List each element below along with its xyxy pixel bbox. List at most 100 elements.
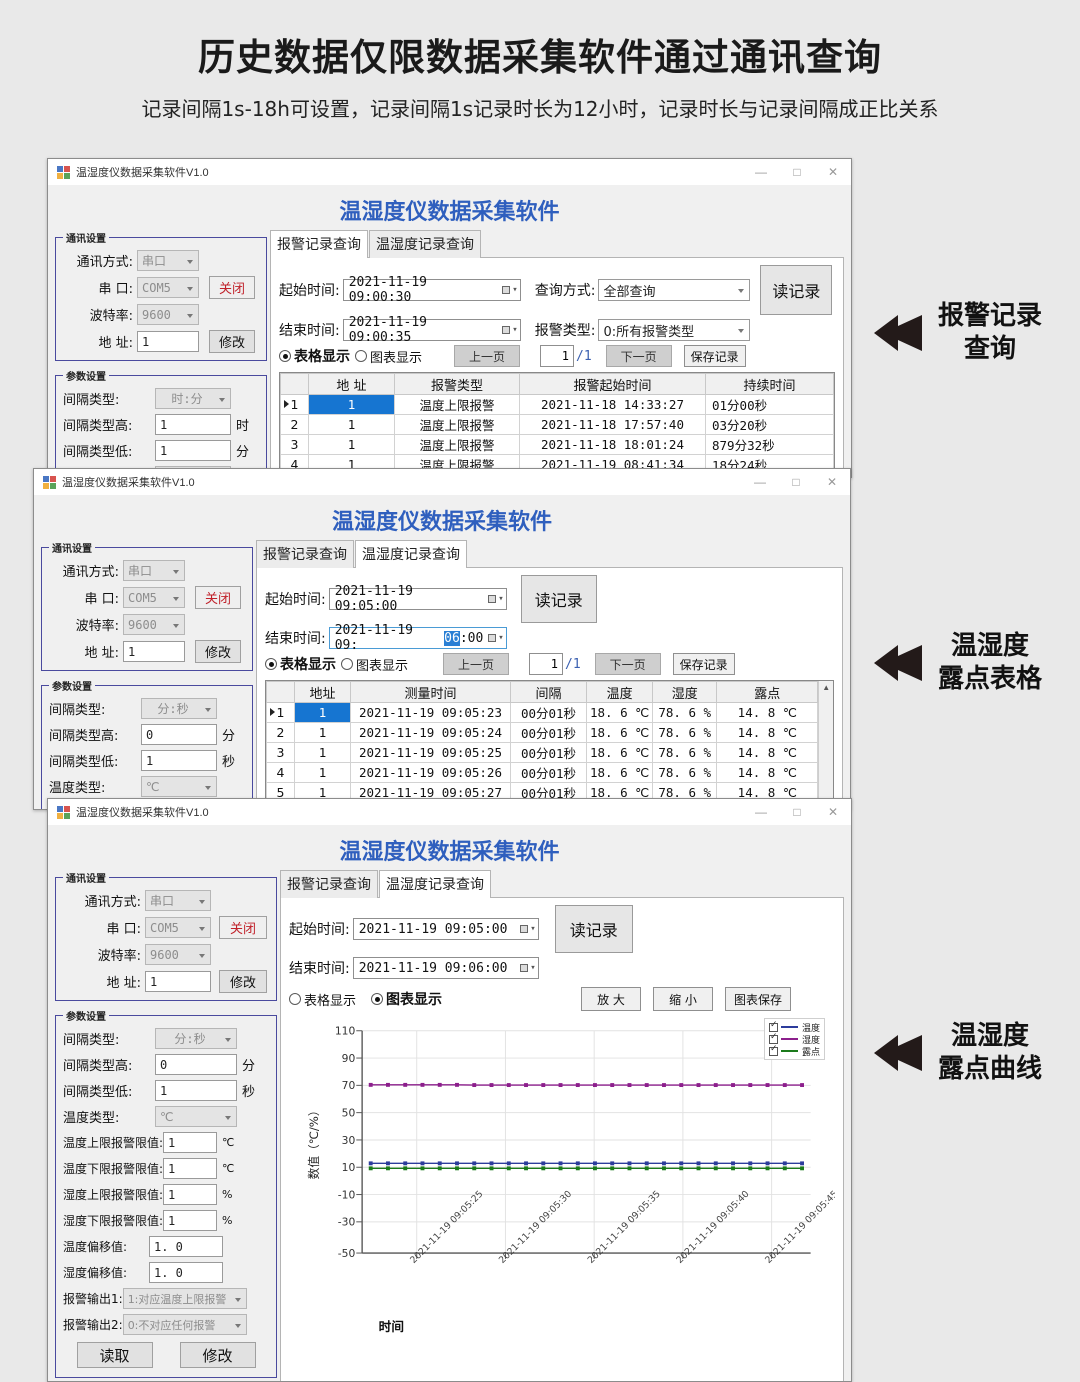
cell-dewpoint[interactable]: 14. 8 ℃	[716, 762, 819, 783]
radio-table-view[interactable]: 表格显示	[279, 346, 350, 366]
comm-close-button[interactable]: 关闭	[209, 276, 255, 299]
cell-duration[interactable]: 03分20秒	[705, 414, 834, 435]
next-page-button[interactable]: 下一页	[605, 345, 672, 367]
interval-type-select[interactable]: 分:秒	[141, 698, 217, 719]
th-records-grid[interactable]: 地址 测量时间 间隔 温度 湿度 露点 1 1 2021-11-19 09:05…	[265, 680, 834, 809]
col-address[interactable]: 地 址	[308, 373, 395, 395]
col-interval[interactable]: 间隔	[510, 681, 587, 703]
comm-port-select[interactable]: COM5	[137, 277, 199, 298]
alarm-type-select[interactable]: 0:所有报警类型	[598, 319, 751, 341]
cell-address[interactable]: 1	[294, 762, 351, 783]
window-th-table[interactable]: 温湿度仪数据采集软件V1.0 — □ ✕ 温湿度仪数据采集软件 通讯设置 通讯方…	[33, 468, 851, 810]
interval-type-select[interactable]: 分:秒	[155, 1028, 237, 1049]
calendar-dropdown-icon[interactable]: ▾	[483, 594, 504, 604]
minimize-icon[interactable]: —	[755, 805, 767, 819]
interval-type-select[interactable]: 时:分	[155, 388, 231, 409]
col-alarm-type[interactable]: 报警类型	[394, 373, 520, 395]
cell-temperature[interactable]: 18. 6 ℃	[585, 702, 654, 723]
cell-humidity[interactable]: 78. 6 %	[652, 702, 718, 723]
temp-hi-input[interactable]: 1	[163, 1132, 218, 1153]
calendar-dropdown-icon[interactable]: ▾	[497, 325, 518, 335]
alarm-records-grid[interactable]: 地 址 报警类型 报警起始时间 持续时间 1 1 温度上限报警 2021-11-…	[279, 372, 835, 477]
close-icon[interactable]: ✕	[827, 805, 839, 819]
window2-controls[interactable]: — □ ✕	[742, 469, 850, 495]
cell-measure-time[interactable]: 2021-11-19 09:05:23	[350, 702, 511, 723]
zoom-out-button[interactable]: 缩 小	[653, 987, 714, 1011]
read-record-button[interactable]: 读记录	[554, 905, 633, 953]
cell-address[interactable]: 1	[294, 722, 351, 743]
comm-baud-select[interactable]: 9600	[145, 944, 211, 965]
cell-dewpoint[interactable]: 14. 8 ℃	[716, 742, 819, 763]
comm-modify-button[interactable]: 修改	[195, 640, 241, 663]
cell-address[interactable]: 1	[308, 414, 395, 435]
cell-interval[interactable]: 00分01秒	[510, 722, 587, 743]
temp-type-select[interactable]: ℃	[155, 1106, 237, 1127]
th-chart[interactable]: 110 90 70 50 30 10 -10 -30 -50 数值（℃/%）	[289, 1016, 840, 1381]
save-record-button[interactable]: 保存记录	[683, 345, 746, 367]
radio-table-dot[interactable]	[289, 993, 301, 1005]
cell-address[interactable]: 1	[308, 394, 395, 415]
calendar-dropdown-icon[interactable]: ▾	[515, 963, 536, 973]
interval-low-input[interactable]: 1	[141, 750, 217, 771]
cell-dewpoint[interactable]: 14. 8 ℃	[716, 722, 819, 743]
chart-save-button[interactable]: 图表保存	[725, 987, 792, 1011]
start-time-picker[interactable]: 2021-11-19 09:00:30 ▾	[342, 275, 521, 305]
comm-method-select[interactable]: 串口	[123, 560, 185, 581]
cell-humidity[interactable]: 78. 6 %	[652, 762, 718, 783]
prev-page-button[interactable]: 上一页	[454, 345, 521, 367]
params-read-button[interactable]: 读取	[76, 1342, 153, 1368]
window3-titlebar[interactable]: 温湿度仪数据采集软件V1.0 — □ ✕	[48, 799, 851, 825]
params-modify-button[interactable]: 修改	[179, 1342, 256, 1368]
radio-chart-dot[interactable]	[355, 350, 367, 362]
interval-high-input[interactable]: 0	[141, 724, 217, 745]
tab-alarm-query[interactable]: 报警记录查询	[270, 230, 368, 258]
table-row[interactable]: 5 1 2021-11-19 09:05:27 00分01秒 18. 6 ℃ 7…	[266, 782, 819, 803]
interval-low-input[interactable]: 1	[155, 440, 231, 461]
window3-tabs[interactable]: 报警记录查询 温湿度记录查询	[280, 870, 844, 898]
col-alarm-start[interactable]: 报警起始时间	[519, 373, 706, 395]
cell-dewpoint[interactable]: 14. 8 ℃	[716, 702, 819, 723]
prev-page-button[interactable]: 上一页	[443, 653, 510, 675]
page-number-input[interactable]: 1	[529, 653, 564, 675]
read-record-button[interactable]: 读记录	[520, 575, 597, 623]
cell-measure-time[interactable]: 2021-11-19 09:05:25	[350, 742, 511, 763]
cell-alarm-type[interactable]: 温度上限报警	[394, 434, 520, 455]
save-record-button[interactable]: 保存记录	[672, 653, 735, 675]
close-icon[interactable]: ✕	[826, 475, 838, 489]
cell-address[interactable]: 1	[294, 742, 351, 763]
table-row[interactable]: 2 1 2021-11-19 09:05:24 00分01秒 18. 6 ℃ 7…	[266, 722, 819, 743]
comm-addr-input[interactable]: 1	[123, 641, 185, 662]
table-row[interactable]: 3 1 2021-11-19 09:05:25 00分01秒 18. 6 ℃ 7…	[266, 742, 819, 763]
cell-humidity[interactable]: 78. 6 %	[652, 782, 718, 803]
alarm-out2-select[interactable]: 0:不对应任何报警	[122, 1314, 247, 1335]
table-row[interactable]: 1 1 温度上限报警 2021-11-18 14:33:27 01分00秒	[280, 394, 834, 415]
col-measure-time[interactable]: 测量时间	[350, 681, 511, 703]
radio-table-view[interactable]: 表格显示	[265, 654, 336, 674]
cell-temperature[interactable]: 18. 6 ℃	[585, 722, 654, 743]
comm-close-button[interactable]: 关闭	[195, 586, 241, 609]
cell-interval[interactable]: 00分01秒	[510, 742, 587, 763]
query-mode-select[interactable]: 全部查询	[598, 279, 751, 301]
grid-vertical-scrollbar[interactable]: ▲	[818, 681, 833, 809]
radio-table-dot[interactable]	[265, 658, 277, 670]
comm-method-select[interactable]: 串口	[145, 890, 211, 911]
cell-temperature[interactable]: 18. 6 ℃	[585, 762, 654, 783]
radio-chart-view[interactable]: 图表显示	[355, 347, 422, 366]
window-th-chart[interactable]: 温湿度仪数据采集软件V1.0 — □ ✕ 温湿度仪数据采集软件 通讯设置 通讯方…	[47, 798, 852, 1382]
maximize-icon[interactable]: □	[792, 475, 800, 489]
cell-alarm-start[interactable]: 2021-11-18 14:33:27	[519, 394, 706, 415]
radio-table-dot[interactable]	[279, 350, 291, 362]
window1-titlebar[interactable]: 温湿度仪数据采集软件V1.0 — □ ✕	[48, 159, 851, 185]
minimize-icon[interactable]: —	[754, 475, 766, 489]
read-record-button[interactable]: 读记录	[760, 265, 833, 315]
hum-lo-input[interactable]: 1	[163, 1210, 218, 1231]
temp-offset-input[interactable]: 1. 0	[149, 1236, 223, 1257]
legend-item-dewpoint[interactable]: 露点	[768, 1044, 820, 1058]
maximize-icon[interactable]: □	[793, 805, 801, 819]
table-row[interactable]: 4 1 2021-11-19 09:05:26 00分01秒 18. 6 ℃ 7…	[266, 762, 819, 783]
radio-table-view[interactable]: 表格显示	[289, 990, 356, 1009]
table-row[interactable]: 1 1 2021-11-19 09:05:23 00分01秒 18. 6 ℃ 7…	[266, 702, 819, 723]
col-temperature[interactable]: 温度	[585, 681, 654, 703]
tab-th-query[interactable]: 温湿度记录查询	[379, 870, 491, 898]
interval-high-input[interactable]: 0	[155, 1054, 237, 1075]
